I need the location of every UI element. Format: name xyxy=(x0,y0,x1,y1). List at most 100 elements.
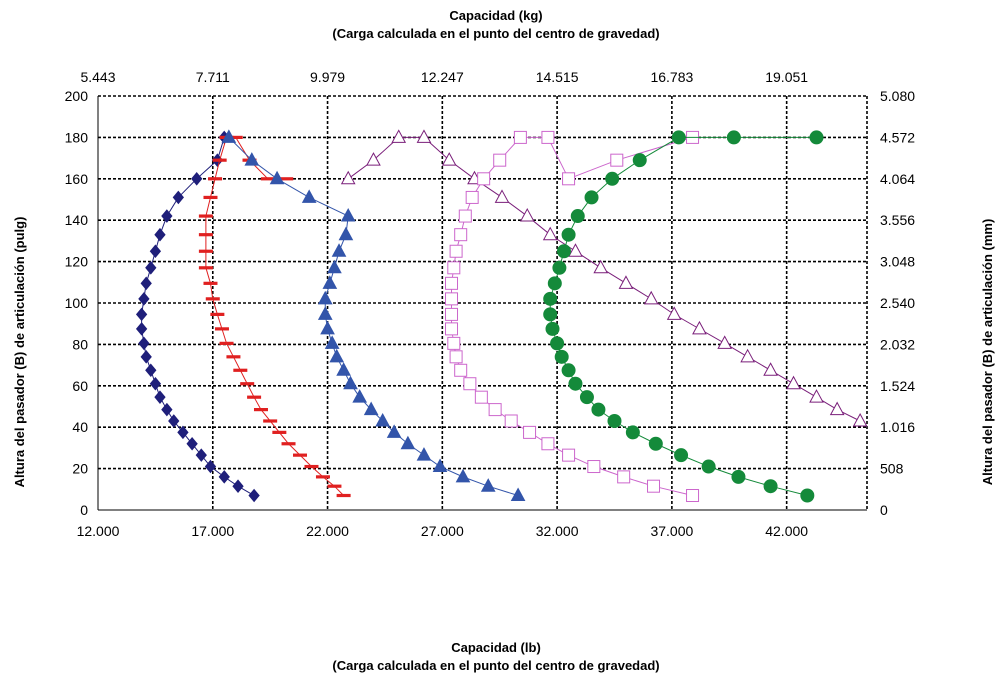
series-4-point-4 xyxy=(562,448,576,462)
series-1-point-2 xyxy=(315,475,330,479)
series-1-point-20 xyxy=(198,233,213,237)
series-3-point-6 xyxy=(717,335,733,349)
right-tick-6: 3.048 xyxy=(880,254,915,270)
top-tick-5: 16.783 xyxy=(650,69,693,85)
series-4-point-20 xyxy=(454,228,468,242)
series-2-point-0 xyxy=(510,487,526,502)
series-4-point-3 xyxy=(587,460,601,474)
series-5-point-7 xyxy=(607,413,622,428)
series-5-point-12 xyxy=(554,349,569,364)
series-4-point-18 xyxy=(447,261,461,275)
top-tick-labels: 5.443 7.711 9.979 12.247 14.515 16.783 19.051 xyxy=(80,69,808,85)
left-tick-1: 20 xyxy=(72,461,88,477)
series-0-point-9 xyxy=(154,390,166,404)
series-0-point-8 xyxy=(161,402,173,417)
series-1-point-18 xyxy=(198,266,213,270)
left-tick-4: 80 xyxy=(72,336,88,352)
series-4-point-27 xyxy=(562,172,576,186)
series-4-point-28 xyxy=(610,153,624,167)
series-5-point-16 xyxy=(543,291,558,306)
series-4-point-8 xyxy=(488,403,502,417)
series-0-point-14 xyxy=(135,322,148,336)
series-3-point-13 xyxy=(542,226,558,241)
bottom-tick-1: 17.000 xyxy=(191,523,234,539)
series-3-line xyxy=(347,136,861,422)
series-2-point-3 xyxy=(432,458,448,473)
series-1-point-9 xyxy=(247,395,262,399)
series-2-point-17 xyxy=(322,275,338,289)
series-4-point-17 xyxy=(445,276,459,290)
series-1-point-11 xyxy=(233,368,248,372)
left-tick-9: 180 xyxy=(65,129,89,145)
series-0-point-22 xyxy=(172,190,184,205)
series-0-point-20 xyxy=(154,227,166,242)
right-tick-5: 2.540 xyxy=(880,295,915,311)
series-5-point-9 xyxy=(579,390,594,405)
right-tick-7: 3.556 xyxy=(880,212,915,228)
series-4-point-15 xyxy=(445,307,459,321)
right-tick-9: 4.572 xyxy=(880,129,915,145)
series-3-point-4 xyxy=(763,362,778,376)
series-0-point-15 xyxy=(135,307,148,322)
series-3-point-14 xyxy=(519,208,535,222)
series-2-point-18 xyxy=(327,259,342,274)
series-5-point-19 xyxy=(556,244,571,259)
series-4-point-26 xyxy=(541,130,555,144)
series-3-point-20 xyxy=(366,152,381,166)
top-tick-3: 12.247 xyxy=(421,69,464,85)
series-0-point-18 xyxy=(145,261,157,275)
series-2-point-2 xyxy=(455,468,471,483)
series-2-point-15 xyxy=(317,306,333,320)
series-5-point-4 xyxy=(674,448,689,463)
series-0-point-0 xyxy=(248,488,260,503)
series-2-point-4 xyxy=(416,447,432,461)
bottom-tick-labels: 12.000 17.000 22.000 27.000 32.000 37.000 42.0… xyxy=(77,523,809,539)
right-tick-8: 4.064 xyxy=(880,171,915,187)
top-tick-4: 14.515 xyxy=(536,69,579,85)
series-3-point-1 xyxy=(829,401,845,416)
right-tick-1: 508 xyxy=(880,461,904,477)
series-2-point-7 xyxy=(375,412,390,427)
series-1-point-17 xyxy=(203,281,218,285)
series-0-point-21 xyxy=(161,209,173,223)
series-2-point-11 xyxy=(336,362,351,376)
series-2-point-21 xyxy=(340,208,356,222)
series-1-point-7 xyxy=(263,419,278,423)
series-1-point-29 xyxy=(279,177,294,181)
series-5-point-24 xyxy=(632,153,647,168)
series-1-line xyxy=(205,136,344,496)
top-tick-0: 5.443 xyxy=(80,69,115,85)
series-4-point-13 xyxy=(447,336,461,350)
series-3-point-11 xyxy=(593,259,609,274)
left-tick-8: 160 xyxy=(65,171,89,187)
series-1-point-4 xyxy=(293,453,308,457)
series-2-point-12 xyxy=(329,348,345,363)
series-0-point-1 xyxy=(232,479,244,493)
right-tick-10: 5.080 xyxy=(880,88,915,104)
series-1-point-21 xyxy=(198,214,213,218)
series-3-point-10 xyxy=(618,275,634,289)
series-5-point-8 xyxy=(591,402,606,417)
series-5-point-26 xyxy=(726,130,741,145)
bottom-tick-5: 37.000 xyxy=(650,523,693,539)
series-2-point-6 xyxy=(386,424,402,438)
series-2-point-23 xyxy=(269,170,285,185)
series-1-point-10 xyxy=(240,382,255,386)
left-tick-0: 0 xyxy=(80,502,88,518)
series-0-point-3 xyxy=(204,459,217,474)
series-4-point-14 xyxy=(445,322,459,336)
series-5 xyxy=(543,130,824,503)
series-3-point-21 xyxy=(340,170,356,185)
left-axis-title: Altura del pasador (B) de articulación (… xyxy=(12,217,27,488)
left-tick-10: 200 xyxy=(65,88,89,104)
series-1-point-13 xyxy=(219,341,234,345)
series-5-point-20 xyxy=(561,227,576,242)
series-2-point-25 xyxy=(221,129,237,143)
right-tick-2: 1.016 xyxy=(880,419,915,435)
series-1-point-0 xyxy=(336,493,351,498)
series-3-point-18 xyxy=(416,129,432,143)
series-5-point-18 xyxy=(552,260,567,275)
grid xyxy=(98,96,867,510)
series-1-point-5 xyxy=(281,442,296,446)
series-4-point-10 xyxy=(463,377,477,391)
